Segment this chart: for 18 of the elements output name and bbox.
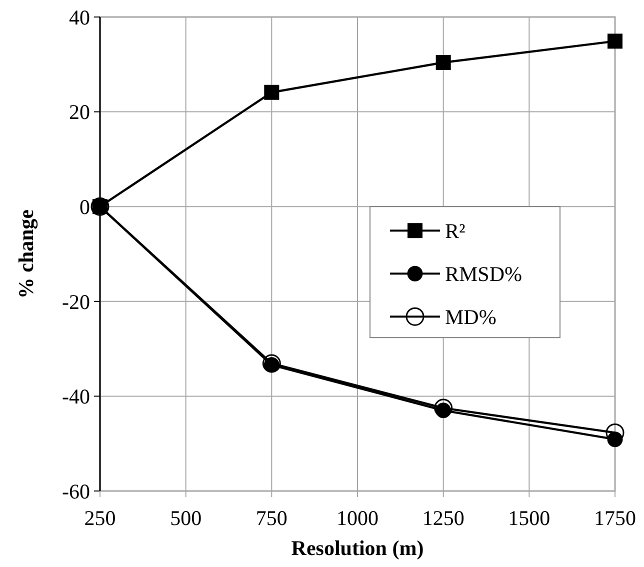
y-tick-label: -40 (62, 384, 90, 409)
x-tick-label: 1500 (508, 506, 550, 530)
x-tick-label: 750 (256, 506, 288, 530)
x-tick-label: 1000 (336, 506, 378, 530)
x-tick-label: 250 (84, 506, 116, 530)
x-axis-title: Resolution (m) (291, 536, 424, 560)
legend-label: RMSD% (445, 262, 522, 286)
y-tick-label: 20 (69, 100, 90, 124)
x-tick-label: 1250 (422, 506, 464, 530)
y-tick-label: -20 (62, 290, 90, 314)
y-tick-label: 0 (80, 194, 90, 219)
x-tick-label: 500 (170, 506, 202, 530)
y-tick-label: 40 (69, 5, 90, 30)
x-tick-label: 1750 (594, 506, 636, 530)
legend-label: R² (445, 218, 466, 243)
y-axis-title: % change (14, 209, 38, 299)
y-tick-label: -60 (62, 479, 90, 504)
legend-label: MD% (445, 304, 496, 329)
